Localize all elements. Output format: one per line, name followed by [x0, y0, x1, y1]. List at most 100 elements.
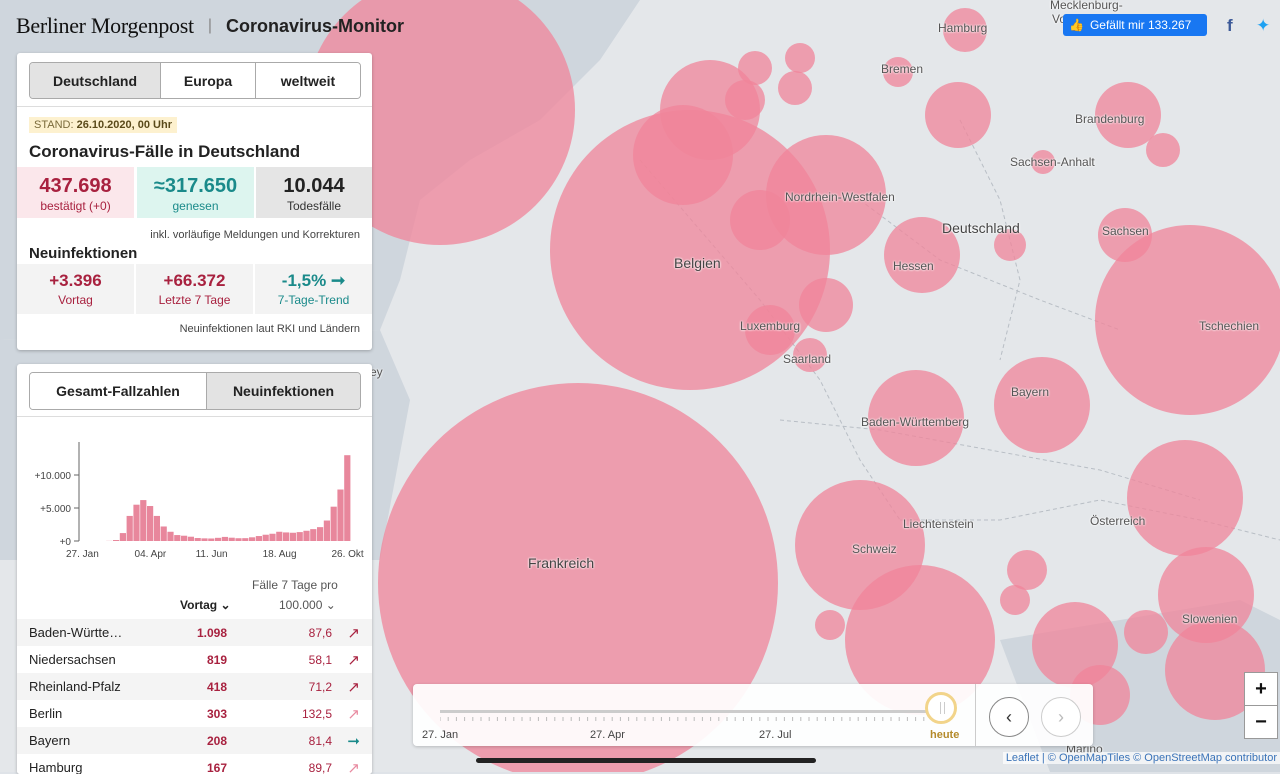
confirmed-value: 437.698 [17, 167, 134, 198]
facebook-icon[interactable]: f [1227, 16, 1233, 36]
map-label: Nordrhein-Westfalen [785, 190, 895, 204]
tab-europa[interactable]: Europa [161, 63, 256, 98]
facebook-like-button[interactable]: 👍 Gefällt mir 133.267 [1063, 14, 1207, 36]
facebook-like-label: Gefällt mir 133.267 [1090, 18, 1191, 32]
chart-bar [222, 537, 228, 541]
zoom-in-button[interactable]: + [1244, 672, 1278, 706]
deaths-value: 10.044 [256, 167, 372, 198]
stand-prefix: STAND: [34, 119, 74, 131]
logo-text: Berliner Morgenpost [16, 13, 194, 38]
twitter-icon[interactable]: ✦ [1256, 16, 1270, 36]
map-label: Saarland [783, 352, 831, 366]
x-tick-label: 26. Okt [331, 549, 363, 560]
site-header: Berliner Morgenpost | Coronavirus-Monito… [0, 0, 640, 52]
case-bubble[interactable] [785, 43, 815, 73]
per100k-value: 71,2 [309, 680, 332, 694]
timeline-slider[interactable]: 27. Jan 27. Apr 27. Jul heute ‹ › [413, 684, 1093, 746]
chart-bar [290, 533, 296, 541]
next-button[interactable]: › [1041, 697, 1081, 737]
map-label: Deutschland [942, 220, 1020, 236]
grip-icon [940, 702, 945, 714]
col-header-per100k-unit[interactable]: 100.000 ⌄ [279, 598, 336, 612]
map-label: Hessen [893, 259, 934, 273]
chart-bar [229, 538, 235, 541]
prev-button[interactable]: ‹ [989, 697, 1029, 737]
timeline-track[interactable] [440, 710, 935, 713]
map-label: Belgien [674, 255, 721, 271]
tab-gesamt-fallzahlen[interactable]: Gesamt-Fallzahlen [30, 373, 207, 409]
map-label: Brandenburg [1075, 112, 1144, 126]
map-label: Bremen [881, 62, 923, 76]
timeline-label: 27. Jan [422, 729, 458, 741]
vortag-value: 303 [207, 707, 227, 721]
case-bubble[interactable] [1000, 585, 1030, 615]
chart-bar [310, 529, 316, 541]
stand-date: 26.10.2020, 00 Uhr [77, 119, 172, 131]
correction-note: inkl. vorläufige Meldungen und Korrektur… [150, 229, 360, 241]
recovered-value: ≈317.650 [137, 167, 254, 198]
chart-bar [256, 536, 262, 541]
chart-bar [249, 537, 255, 541]
chart-bar [127, 516, 133, 541]
case-bubble[interactable] [738, 51, 772, 85]
arrow-right-icon: ➞ [331, 271, 345, 290]
case-bubble[interactable] [730, 190, 790, 250]
timeline-label-today: heute [930, 729, 959, 741]
case-bubble[interactable] [1124, 610, 1168, 654]
y-tick-label: +0 [60, 537, 72, 548]
logo[interactable]: Berliner Morgenpost [16, 13, 194, 39]
map-label: Bayern [1011, 385, 1049, 399]
case-bubble[interactable] [778, 71, 812, 105]
tab-weltweit[interactable]: weltweit [256, 63, 360, 98]
case-bubble[interactable] [633, 105, 733, 205]
chart-bar [188, 537, 194, 541]
prev-day-stat: +3.396 Vortag [17, 264, 134, 314]
tab-deutschland[interactable]: Deutschland [30, 63, 161, 98]
trend-stat: -1,5% ➞ 7-Tage-Trend [255, 264, 372, 314]
state-name: Berlin [29, 706, 62, 721]
trend-arrow-icon: ➞ [347, 732, 360, 750]
chart-bar [167, 532, 173, 541]
case-bubble[interactable] [994, 357, 1090, 453]
zoom-out-button[interactable]: − [1244, 705, 1278, 739]
chart-panel: Gesamt-Fallzahlen Neuinfektionen +10.000… [17, 364, 372, 774]
chart-bar [283, 532, 289, 541]
case-bubble[interactable] [1007, 550, 1047, 590]
y-tick-label: +10.000 [35, 471, 72, 482]
timeline-handle[interactable] [925, 692, 957, 724]
chart-bar [344, 455, 350, 541]
per100k-value: 87,6 [309, 626, 332, 640]
chart-bar [276, 532, 282, 541]
trend-arrow-icon: ↗ [347, 678, 360, 696]
map-attribution[interactable]: Leaflet | © OpenMapTiles © OpenStreetMap… [1003, 752, 1280, 764]
case-bubble[interactable] [815, 610, 845, 640]
trend-arrow-icon: ↗ [347, 624, 360, 642]
map-label: Hamburg [938, 21, 987, 35]
case-bubble[interactable] [1127, 440, 1243, 556]
map-label: Frankreich [528, 555, 594, 571]
x-tick-label: 18. Aug [263, 549, 297, 560]
case-bubble[interactable] [1146, 133, 1180, 167]
chart-bar [147, 506, 153, 541]
x-tick-label: 27. Jan [66, 549, 99, 560]
chart-bar [331, 507, 337, 541]
case-bubble[interactable] [725, 80, 765, 120]
col-header-vortag[interactable]: Vortag ⌄ [180, 598, 231, 612]
state-name: Rheinland-Pfalz [29, 679, 121, 694]
divider [975, 684, 976, 746]
trend-arrow-icon: ↗ [347, 705, 360, 723]
chart-bar [120, 533, 126, 541]
chart-bar [297, 532, 303, 541]
tab-neuinfektionen[interactable]: Neuinfektionen [207, 373, 360, 409]
vortag-value: 208 [207, 734, 227, 748]
col-header-per100k[interactable]: Fälle 7 Tage pro [252, 578, 338, 592]
case-bubble[interactable] [799, 278, 853, 332]
case-bubble[interactable] [925, 82, 991, 148]
map-label: Sachsen-Anhalt [1010, 155, 1095, 169]
